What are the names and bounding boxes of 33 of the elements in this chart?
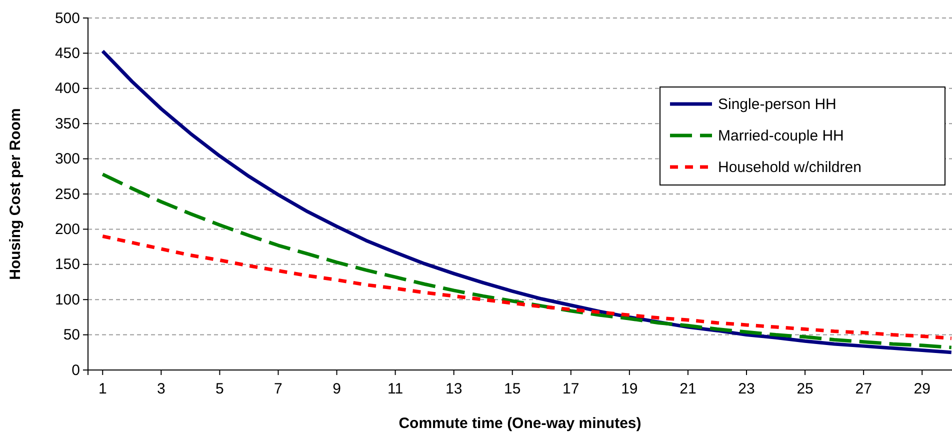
x-tick-label: 11 <box>388 380 404 398</box>
line-series <box>100 172 952 350</box>
x-tick-label: 23 <box>738 380 755 398</box>
x-tick-label: 13 <box>445 380 462 398</box>
x-tick-label: 29 <box>914 380 930 398</box>
x-tick-label: 19 <box>621 380 638 398</box>
y-tick-label: 300 <box>54 150 80 168</box>
y-tick-label: 0 <box>72 362 80 379</box>
y-tick-label: 350 <box>54 115 80 132</box>
x-axis-title: Commute time (One-way minutes) <box>398 415 642 432</box>
legend-label: Married-couple HH <box>718 128 844 144</box>
x-tick-label: 21 <box>680 380 696 398</box>
legend-label: Single-person HH <box>718 96 836 113</box>
y-tick-label: 500 <box>54 10 80 27</box>
y-tick-label: 150 <box>54 256 80 274</box>
y-tick-label: 400 <box>54 80 80 98</box>
y-tick-label: 50 <box>63 326 80 344</box>
x-tick-label: 5 <box>216 380 224 398</box>
x-tick-label: 1 <box>98 380 107 398</box>
x-tick-label: 27 <box>855 380 872 398</box>
y-tick-label: 100 <box>54 291 80 308</box>
line-series <box>100 234 952 340</box>
y-tick-label: 450 <box>54 45 80 62</box>
x-tick-label: 15 <box>504 380 521 398</box>
x-tick-label: 17 <box>562 380 580 398</box>
y-axis-title: Housing Cost per Room <box>7 108 24 280</box>
x-tick-label: 7 <box>274 380 282 398</box>
y-tick-label: 250 <box>54 186 80 203</box>
legend-label: Household w/children <box>718 159 862 176</box>
y-tick-label: 200 <box>54 221 80 238</box>
x-tick-label: 3 <box>156 380 166 398</box>
x-tick-label: 25 <box>796 380 814 398</box>
x-tick-label: 9 <box>332 380 341 398</box>
